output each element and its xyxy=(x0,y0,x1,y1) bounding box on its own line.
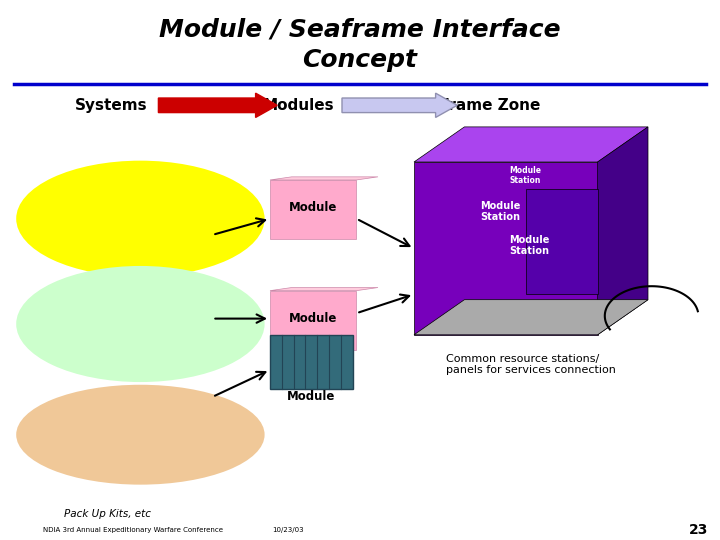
Text: Seaframe Zone: Seaframe Zone xyxy=(410,98,541,113)
Polygon shape xyxy=(414,127,648,162)
Text: Systems: Systems xyxy=(76,98,148,113)
Text: Module
Station: Module Station xyxy=(509,235,549,256)
Text: Common resource stations/
panels for services connection: Common resource stations/ panels for ser… xyxy=(446,354,616,375)
Text: Module: Module xyxy=(289,201,338,214)
Text: Module / Seaframe Interface: Module / Seaframe Interface xyxy=(159,18,561,42)
FancyArrow shape xyxy=(158,93,277,117)
Ellipse shape xyxy=(17,384,265,485)
Text: 23: 23 xyxy=(689,523,708,537)
FancyArrow shape xyxy=(342,93,457,117)
Polygon shape xyxy=(414,162,598,335)
Text: Concept: Concept xyxy=(302,49,418,72)
Polygon shape xyxy=(270,287,378,291)
Polygon shape xyxy=(526,189,598,294)
Text: 10/23/03: 10/23/03 xyxy=(272,527,304,534)
Text: NDIA 3rd Annual Expeditionary Warfare Conference: NDIA 3rd Annual Expeditionary Warfare Co… xyxy=(43,527,223,534)
Text: Module: Module xyxy=(289,312,338,325)
Polygon shape xyxy=(598,127,648,335)
Polygon shape xyxy=(270,177,378,180)
Text: Module
Station: Module Station xyxy=(480,201,521,222)
Polygon shape xyxy=(270,180,356,239)
Text: Module: Module xyxy=(287,390,336,403)
Ellipse shape xyxy=(17,160,265,276)
Polygon shape xyxy=(414,300,648,335)
Text: Module
Station: Module Station xyxy=(510,166,541,185)
Text: Modules: Modules xyxy=(263,98,335,113)
Text: Pack Up Kits, etc: Pack Up Kits, etc xyxy=(65,509,151,519)
Ellipse shape xyxy=(17,266,265,382)
Polygon shape xyxy=(270,291,356,350)
Bar xyxy=(270,335,353,389)
